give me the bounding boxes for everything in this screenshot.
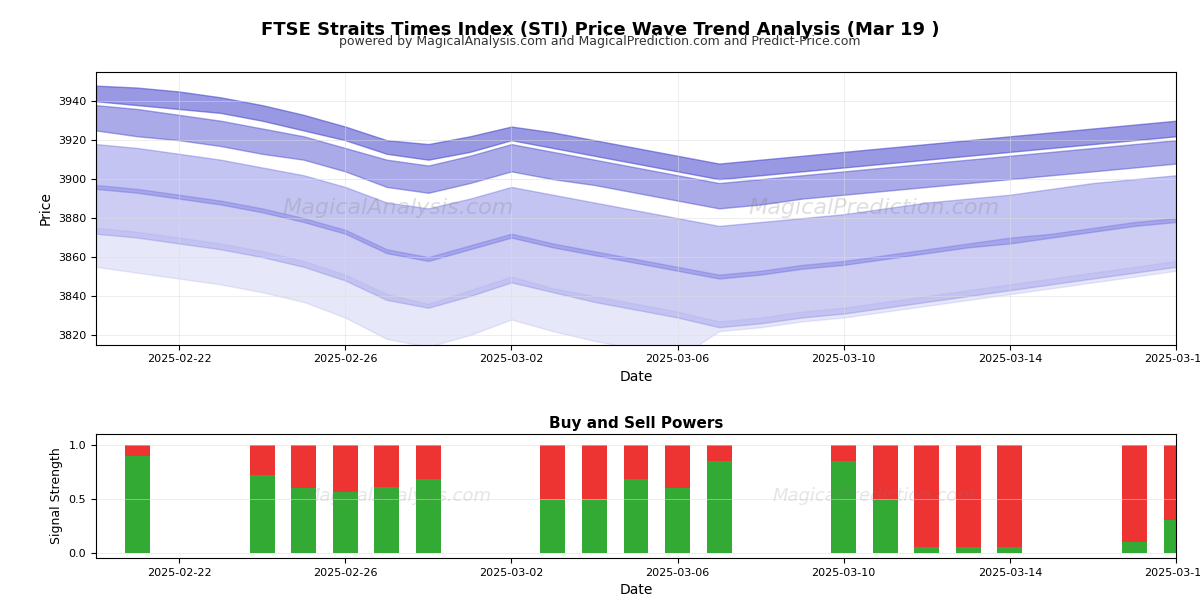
Bar bbox=[872, 445, 898, 499]
Bar bbox=[997, 445, 1022, 547]
Bar bbox=[707, 445, 732, 461]
Bar bbox=[416, 479, 440, 553]
Text: MagicalAnalysis.com: MagicalAnalysis.com bbox=[283, 199, 514, 218]
Bar bbox=[125, 455, 150, 553]
Bar bbox=[624, 445, 648, 479]
Bar bbox=[832, 445, 856, 461]
Bar bbox=[665, 488, 690, 553]
Bar bbox=[1164, 520, 1188, 553]
Bar bbox=[292, 488, 316, 553]
Bar bbox=[914, 547, 940, 553]
Bar bbox=[250, 445, 275, 475]
Bar bbox=[665, 445, 690, 488]
Y-axis label: Price: Price bbox=[38, 191, 53, 226]
Bar bbox=[332, 445, 358, 492]
Bar bbox=[292, 445, 316, 488]
Bar bbox=[914, 445, 940, 547]
Bar bbox=[956, 445, 980, 547]
Bar bbox=[624, 479, 648, 553]
Bar bbox=[125, 445, 150, 455]
Bar bbox=[374, 487, 400, 553]
Bar bbox=[1122, 542, 1147, 553]
Bar bbox=[1122, 445, 1147, 542]
X-axis label: Date: Date bbox=[619, 370, 653, 384]
Bar bbox=[416, 445, 440, 479]
Bar bbox=[956, 547, 980, 553]
Bar bbox=[582, 499, 607, 553]
Text: MagicalPrediction.com: MagicalPrediction.com bbox=[772, 487, 976, 505]
Title: Buy and Sell Powers: Buy and Sell Powers bbox=[548, 416, 724, 431]
Bar bbox=[540, 445, 565, 499]
Bar bbox=[1164, 445, 1188, 520]
Bar bbox=[250, 475, 275, 553]
Text: MagicalPrediction.com: MagicalPrediction.com bbox=[748, 199, 1000, 218]
X-axis label: Date: Date bbox=[619, 583, 653, 597]
Bar bbox=[540, 499, 565, 553]
Bar bbox=[997, 547, 1022, 553]
Bar bbox=[582, 445, 607, 499]
Text: MagicalAnalysis.com: MagicalAnalysis.com bbox=[305, 487, 492, 505]
Bar bbox=[374, 445, 400, 487]
Text: FTSE Straits Times Index (STI) Price Wave Trend Analysis (Mar 19 ): FTSE Straits Times Index (STI) Price Wav… bbox=[260, 21, 940, 39]
Text: powered by MagicalAnalysis.com and MagicalPrediction.com and Predict-Price.com: powered by MagicalAnalysis.com and Magic… bbox=[340, 35, 860, 48]
Bar bbox=[707, 461, 732, 553]
Y-axis label: Signal Strength: Signal Strength bbox=[50, 448, 64, 544]
Bar bbox=[872, 499, 898, 553]
Bar bbox=[832, 461, 856, 553]
Bar bbox=[332, 492, 358, 553]
